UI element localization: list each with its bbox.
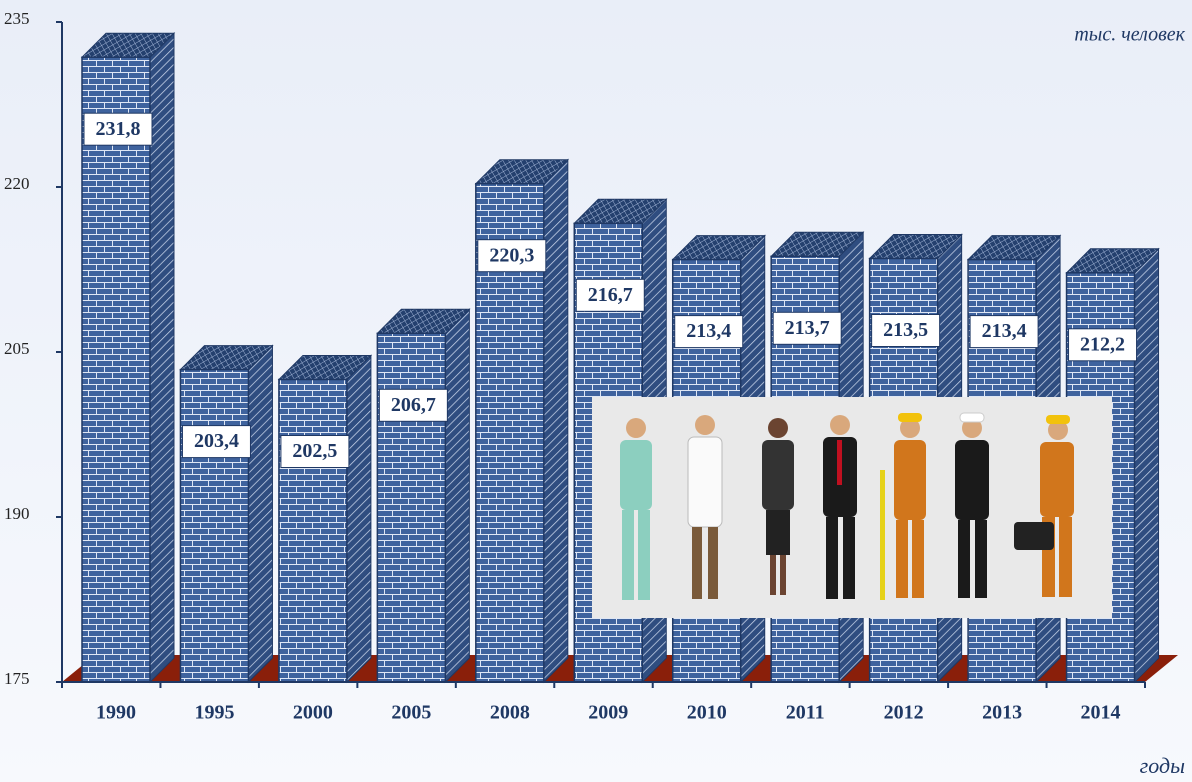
x-tick-label: 2005 bbox=[391, 702, 431, 724]
bar bbox=[377, 333, 445, 682]
bar bbox=[82, 57, 150, 682]
x-tick-label: 2013 bbox=[982, 702, 1022, 724]
y-tick-label: 205 bbox=[4, 339, 30, 358]
value-label: 202,5 bbox=[281, 436, 349, 468]
page: {"chart_data": { "type": "bar", "unit_la… bbox=[0, 0, 1192, 782]
y-tick-label: 235 bbox=[4, 9, 30, 28]
y-tick-label: 220 bbox=[4, 174, 30, 193]
unit-label: тыс. человек bbox=[1074, 24, 1185, 46]
bar-side bbox=[150, 33, 174, 682]
value-label-text: 212,2 bbox=[1080, 333, 1125, 355]
x-tick-label: 1995 bbox=[194, 702, 234, 724]
y-tick-label: 175 bbox=[4, 669, 30, 688]
bar-side bbox=[544, 160, 568, 682]
bar-side bbox=[445, 309, 469, 682]
value-label: 212,2 bbox=[1069, 329, 1137, 361]
x-tick-label: 2009 bbox=[588, 702, 628, 724]
value-label: 213,5 bbox=[872, 315, 940, 347]
x-axis-label: годы bbox=[1140, 753, 1185, 778]
value-label-text: 206,7 bbox=[391, 394, 436, 416]
value-label: 213,4 bbox=[970, 316, 1038, 348]
value-label-text: 213,5 bbox=[883, 319, 928, 341]
people-photo bbox=[592, 397, 1112, 618]
value-label: 216,7 bbox=[576, 279, 644, 311]
value-label: 220,3 bbox=[478, 240, 546, 272]
x-tick-label: 2010 bbox=[687, 702, 727, 724]
x-tick-label: 2012 bbox=[884, 702, 924, 724]
value-label-text: 202,5 bbox=[292, 440, 337, 462]
y-tick-label: 190 bbox=[4, 504, 30, 523]
value-label: 206,7 bbox=[379, 389, 447, 421]
value-label: 203,4 bbox=[182, 426, 250, 458]
value-label-text: 213,7 bbox=[785, 317, 830, 339]
chart: тыс. человек годы 175 190 205 220 235 1990 199… bbox=[0, 0, 1192, 782]
value-label: 213,4 bbox=[675, 316, 743, 348]
bar bbox=[279, 380, 347, 683]
x-tick-label: 1990 bbox=[96, 702, 136, 724]
bar-side bbox=[347, 356, 371, 683]
bar bbox=[180, 370, 248, 682]
x-tick-label: 2014 bbox=[1081, 702, 1121, 724]
value-label-text: 203,4 bbox=[194, 430, 239, 452]
value-label-text: 213,4 bbox=[982, 320, 1027, 342]
bar-side bbox=[1135, 249, 1159, 682]
value-label-text: 213,4 bbox=[686, 320, 731, 342]
x-tick-label: 2011 bbox=[786, 702, 825, 724]
x-tick-label: 2008 bbox=[490, 702, 530, 724]
value-label-text: 220,3 bbox=[489, 244, 534, 266]
bar-side bbox=[248, 346, 272, 682]
value-label: 231,8 bbox=[84, 113, 152, 145]
x-tick-label: 2000 bbox=[293, 702, 333, 724]
value-label-text: 231,8 bbox=[96, 118, 141, 140]
value-label-text: 216,7 bbox=[588, 284, 633, 306]
value-label: 213,7 bbox=[773, 312, 841, 344]
